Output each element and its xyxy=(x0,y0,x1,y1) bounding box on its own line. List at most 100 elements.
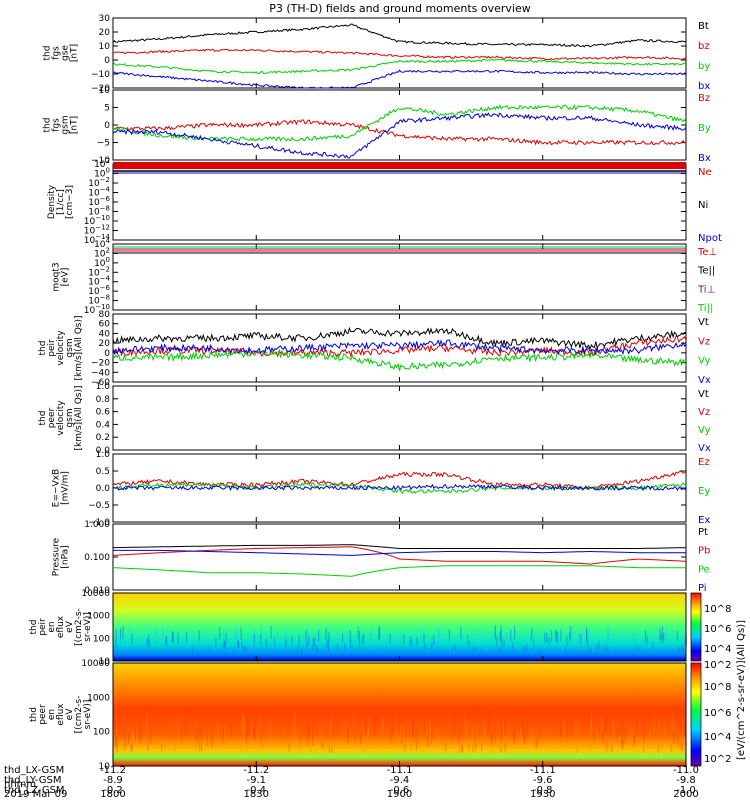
spectrogram-stripe xyxy=(433,723,435,740)
spectrogram-stripe xyxy=(312,644,314,651)
spectrogram-stripe xyxy=(599,714,601,734)
spectrogram-stripe xyxy=(300,648,302,653)
spectrogram-stripe xyxy=(380,732,382,745)
spectrogram-stripe xyxy=(487,711,490,733)
spectrogram-stripe xyxy=(270,721,272,738)
spectrogram-stripe xyxy=(333,722,335,739)
spectrogram-stripe xyxy=(680,711,682,733)
spectrogram-stripe xyxy=(363,633,365,644)
spectrogram-stripe xyxy=(554,631,557,643)
spectrogram-stripe xyxy=(243,715,245,735)
spectrogram-stripe xyxy=(429,721,431,738)
y-tick-label: −60 xyxy=(91,378,110,388)
spectrogram-stripe xyxy=(217,724,220,740)
series-line-by xyxy=(112,58,687,75)
y-axis-label: thd xyxy=(29,707,39,722)
spectrogram-stripe xyxy=(448,629,450,642)
spectrogram-stripe xyxy=(248,716,250,736)
spectrogram-stripe xyxy=(501,722,503,739)
spectrogram-stripe xyxy=(318,629,320,642)
spectrogram-stripe xyxy=(341,633,344,644)
spectrogram-stripe xyxy=(281,646,283,652)
spectrogram-stripe xyxy=(472,732,474,745)
y-axis-label: [km/s](All Qs)] xyxy=(74,315,84,380)
spectrogram-stripe xyxy=(671,713,673,734)
spectrogram-stripe xyxy=(458,732,460,745)
y-tick-label: 5 xyxy=(104,104,110,114)
spectrogram-stripe xyxy=(389,739,391,749)
spectrogram-stripe xyxy=(164,740,166,750)
series-line-Ey xyxy=(112,481,687,495)
spectrogram-stripe xyxy=(434,726,436,741)
spectrogram-stripe xyxy=(500,629,502,642)
spectrogram-stripe xyxy=(357,626,359,640)
spectrogram-stripe xyxy=(233,646,235,652)
spectrogram-stripe xyxy=(545,723,547,740)
spectrogram-stripe xyxy=(165,635,167,646)
series-line-bz xyxy=(112,48,686,61)
spectrogram-stripe xyxy=(270,625,272,639)
spectrogram-stripe xyxy=(136,724,138,741)
y-tick-label: 0.4 xyxy=(96,420,111,430)
orbit-value: -9.4 xyxy=(390,775,410,786)
spectrogram-stripe xyxy=(337,641,340,649)
spectrogram-stripe xyxy=(511,642,514,649)
y-axis-label: thd xyxy=(38,341,48,356)
spectrogram-stripe xyxy=(533,639,535,648)
spectrogram-stripe xyxy=(461,745,463,753)
spectrogram-stripe xyxy=(620,642,622,649)
spectrogram-stripe xyxy=(123,726,125,742)
spectrogram-stripe xyxy=(142,637,144,646)
spectrogram-stripe xyxy=(358,640,361,648)
spectrogram-stripe xyxy=(493,627,495,641)
series-line-Bz xyxy=(112,119,687,146)
spectrogram-stripe xyxy=(347,728,349,743)
orbit-label-lx: thd_LX-GSM xyxy=(4,765,64,776)
spectrogram-stripe xyxy=(546,632,548,644)
colorbar: 10^8 10^6 10^4 10^2 10^8 10^6 10^4 10^2 … xyxy=(690,592,747,767)
series-line-Ex xyxy=(112,483,687,492)
y-axis-label: [(cm2-s- xyxy=(74,696,84,734)
spectrogram-stripe xyxy=(586,630,588,642)
orbit-value: -9.8 xyxy=(676,775,696,786)
spectrogram-stripe xyxy=(578,631,580,643)
y-axis-label: [km/s](All Qs)] xyxy=(74,385,84,450)
spectrogram-stripe xyxy=(366,731,368,745)
spectrogram-stripe xyxy=(331,745,333,753)
spectrogram-stripe xyxy=(483,727,485,742)
spectrogram-stripe xyxy=(120,631,122,643)
y-tick-label: 0.100 xyxy=(84,553,110,563)
colorbar-lower xyxy=(690,662,702,767)
spectrogram-stripe xyxy=(485,648,487,653)
legend-item: Npot xyxy=(698,233,722,244)
spectrogram-stripe xyxy=(326,640,328,648)
spectrogram-stripe xyxy=(314,640,316,649)
spectrogram-stripe xyxy=(288,647,290,652)
spectrogram-stripe xyxy=(662,735,664,747)
spectrogram-stripe xyxy=(225,633,227,644)
spectrogram-stripe xyxy=(644,634,646,645)
spectrogram-stripe xyxy=(497,735,499,747)
spectrogram-stripe xyxy=(676,630,679,643)
series-line-Pe xyxy=(113,565,686,577)
spectrogram-stripe xyxy=(238,640,240,648)
spectrogram-stripe xyxy=(253,725,255,741)
spectrogram-stripe xyxy=(442,637,444,647)
spectrogram-stripe xyxy=(345,717,347,736)
spectrogram-stripe xyxy=(129,625,131,639)
spectrogram-stripe xyxy=(115,737,117,748)
spectrogram-stripe xyxy=(138,727,140,742)
spectrogram-stripe xyxy=(353,731,355,744)
spectrogram-stripe xyxy=(223,628,225,641)
spectrogram-stripe xyxy=(647,640,650,648)
spectrogram-stripe xyxy=(589,718,592,737)
spectrogram-stripe xyxy=(194,640,196,648)
spectrogram-stripe xyxy=(246,720,248,738)
spectrogram-stripe xyxy=(223,641,225,649)
spectrogram-stripe xyxy=(631,632,633,644)
spectrogram-stripe xyxy=(165,636,168,646)
orbit-labels: thd_LX-GSM thd_LY-GSM thd_LZ-GSM hhmm xyxy=(4,765,65,796)
spectrogram-stripe xyxy=(452,713,455,733)
spectrogram-stripe xyxy=(606,639,608,648)
orbit-label-lz: thd_LZ-GSM xyxy=(4,785,65,796)
